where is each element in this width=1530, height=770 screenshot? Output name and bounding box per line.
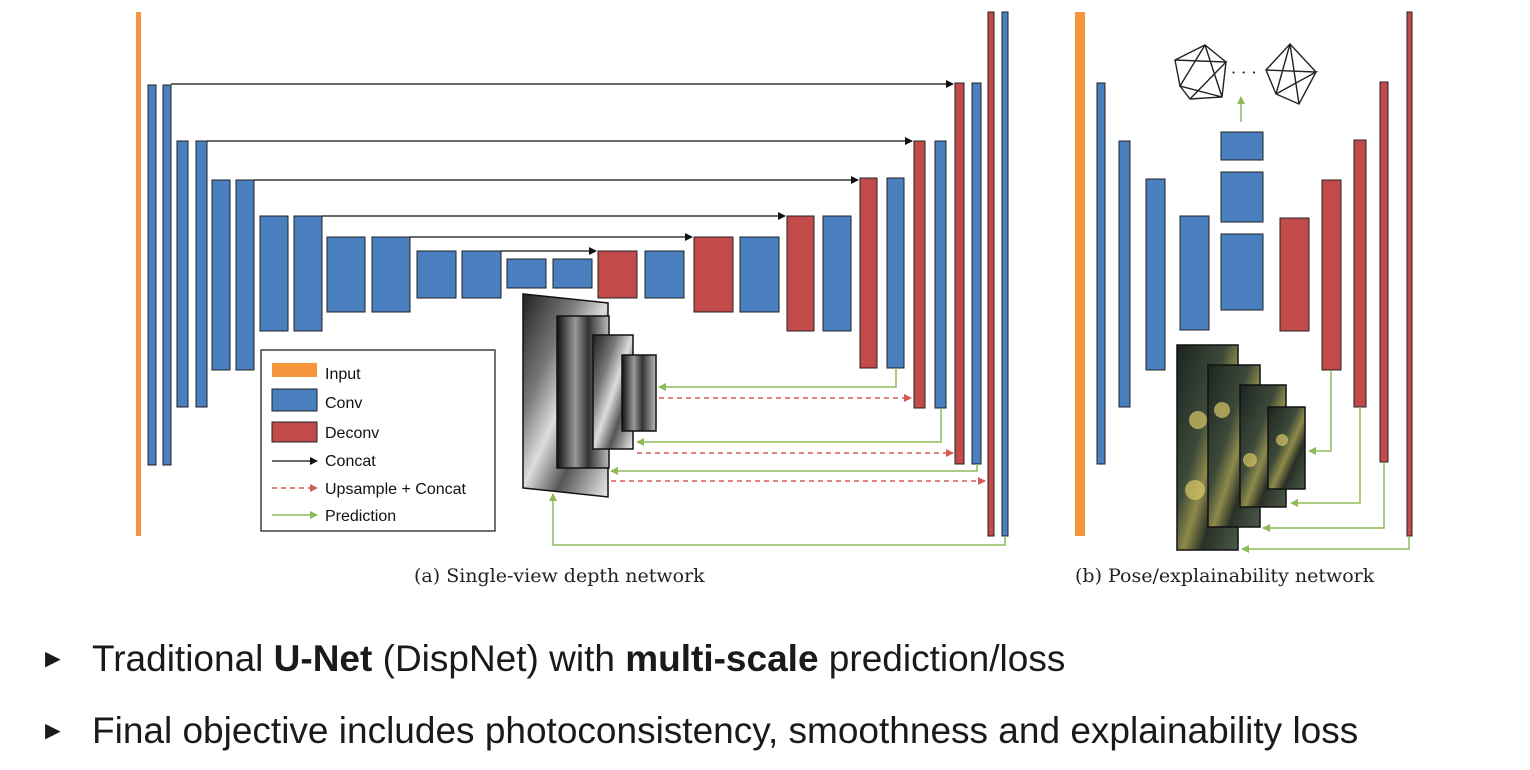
conv-layer [1179, 215, 1210, 331]
conv-layer [1220, 233, 1264, 311]
camera-pose-icon [1174, 44, 1228, 100]
deconv-layer [597, 250, 638, 299]
prediction-arrow [610, 464, 978, 475]
conv-layer [235, 179, 255, 371]
conv-layer [971, 82, 982, 465]
deconv-layer [1379, 81, 1389, 463]
deconv-layer [693, 236, 734, 313]
conv-layer [1220, 131, 1264, 161]
deconv-layer [913, 140, 926, 409]
bullet-text: Final objective includes photoconsistenc… [92, 710, 1359, 751]
deconv-layer [1353, 139, 1367, 408]
network-diagram: Input Conv Deconv Concat Upsample + Conc… [136, 11, 1413, 553]
camera-pose-icon [1265, 42, 1319, 105]
legend-label-deconv: Deconv [325, 425, 379, 442]
conv-layer [506, 258, 547, 289]
caption-pose-network: (b) Pose/explainability network [1075, 565, 1375, 587]
bullet-triangle-icon: ► [40, 642, 66, 673]
prediction-arrow [1262, 462, 1385, 532]
conv-layer [293, 215, 323, 332]
deconv-layer [1406, 11, 1413, 537]
caption-depth-network: (a) Single-view depth network [414, 565, 705, 587]
conv-layer [739, 236, 780, 313]
legend-label-input: Input [325, 366, 361, 383]
conv-layer [259, 215, 289, 332]
conv-layer [195, 140, 208, 408]
prediction-arrow [658, 368, 897, 391]
bullet-text-bold: U-Net [273, 638, 373, 679]
bullet-text-post: prediction/loss [818, 638, 1066, 679]
legend-swatch-input [272, 363, 317, 377]
conv-layer [822, 215, 852, 332]
legend-swatch-conv [271, 388, 318, 412]
conv-layer [934, 140, 947, 409]
prediction-arrow [549, 493, 1006, 546]
prediction-arrow [1290, 407, 1361, 507]
conv-layer [1096, 82, 1106, 465]
prediction-arrow [636, 408, 942, 446]
bullet-text-mid: (DispNet) with [372, 638, 626, 679]
conv-layer [211, 179, 231, 371]
explainability-masks [1176, 344, 1306, 551]
conv-layer [1145, 178, 1166, 371]
conv-layer [326, 236, 366, 313]
conv-layer [416, 250, 457, 299]
conv-layer [162, 84, 172, 466]
deconv-layer [954, 82, 965, 465]
deconv-layer [987, 11, 995, 537]
bullet-text-bold: multi-scale [625, 638, 819, 679]
depth-network: Input Conv Deconv Concat Upsample + Conc… [136, 11, 1009, 546]
deconv-layer [786, 215, 815, 332]
conv-layer [552, 258, 593, 289]
bullet-triangle-icon: ► [40, 714, 66, 745]
legend-swatch-deconv [271, 421, 318, 443]
conv-layer [147, 84, 157, 466]
bullet-item: ► Final objective includes photoconsisten… [40, 710, 1358, 752]
conv-layer [176, 140, 189, 408]
bullet-item: ► Traditional U-Net (DispNet) with multi-… [40, 638, 1065, 680]
depth-prediction-maps [522, 293, 657, 498]
legend-label-prediction: Prediction [325, 508, 396, 525]
pose-ellipsis: · · · [1231, 63, 1256, 82]
deconv-layer [1321, 179, 1342, 371]
bullet-text-pre: Traditional [92, 638, 274, 679]
input-layer [136, 12, 141, 536]
conv-layer [1001, 11, 1009, 537]
legend-label-upsample: Upsample + Concat [325, 481, 467, 498]
conv-layer [886, 177, 905, 369]
conv-layer [1118, 140, 1131, 408]
pose-network: · · · [1075, 11, 1413, 553]
deconv-layer [859, 177, 878, 369]
legend: Input Conv Deconv Concat Upsample + Conc… [260, 349, 496, 532]
legend-label-concat: Concat [325, 453, 376, 470]
input-layer [1075, 12, 1085, 536]
conv-layer [371, 236, 411, 313]
prediction-arrow [1241, 536, 1410, 553]
legend-label-conv: Conv [325, 395, 362, 412]
prediction-arrow [1308, 370, 1332, 455]
deconv-layer [1279, 217, 1310, 332]
conv-layer [644, 250, 685, 299]
conv-layer [1220, 171, 1264, 223]
conv-layer [461, 250, 502, 299]
